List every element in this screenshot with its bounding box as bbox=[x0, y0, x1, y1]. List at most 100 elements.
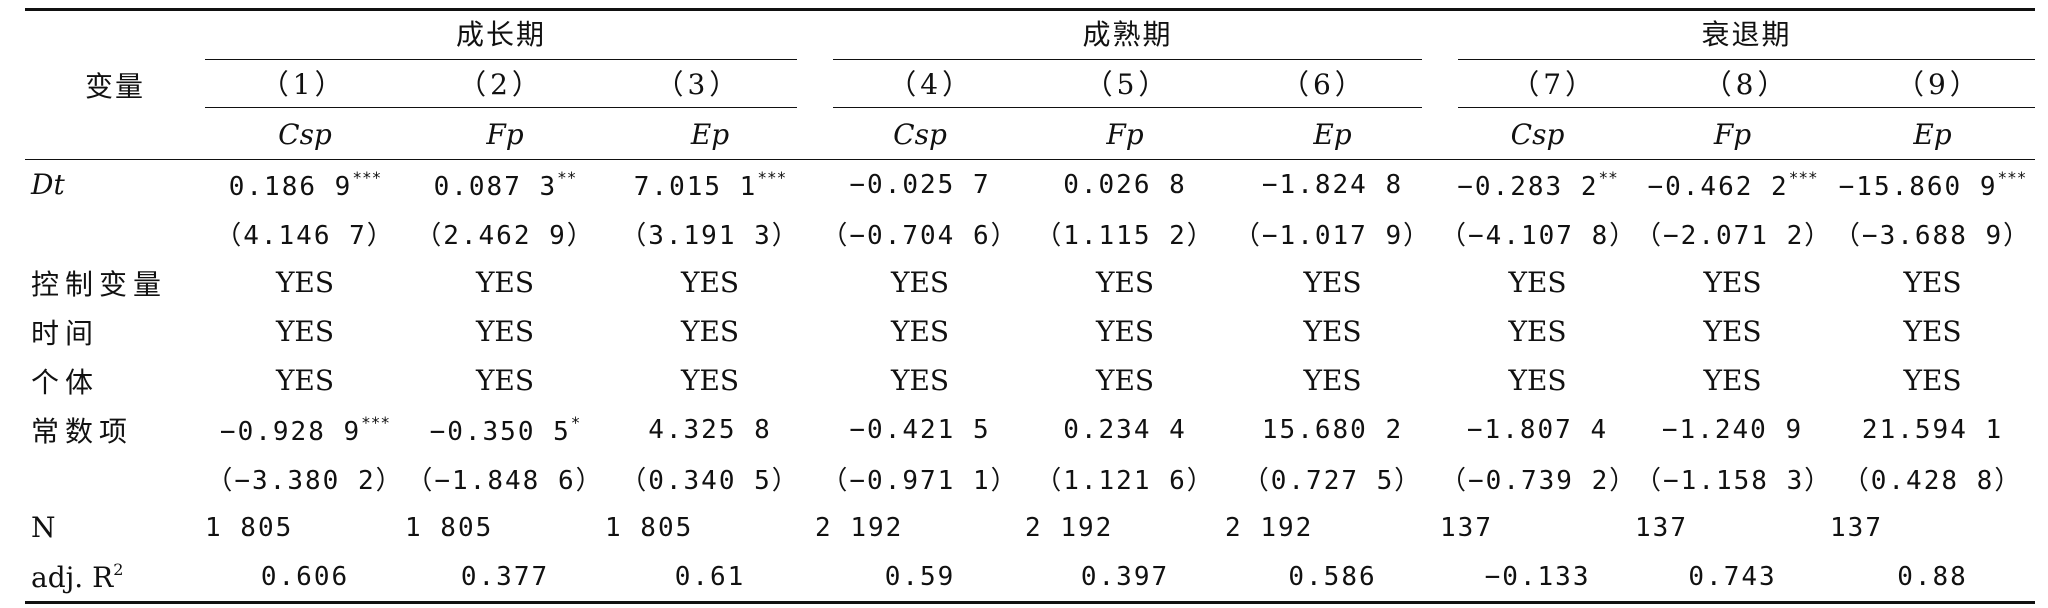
dt-coef-9: −15.860 9*** bbox=[1838, 167, 2027, 202]
constant-coef-5: 0.234 4 bbox=[1063, 414, 1187, 445]
adjr2-1: 0.606 bbox=[205, 552, 405, 604]
n-1: 1 805 bbox=[205, 512, 294, 543]
adjr2-4: 0.59 bbox=[815, 552, 1026, 604]
time-6: YES bbox=[1303, 315, 1362, 348]
regression-table: 变量 成长期 成熟期 衰退期 （1） （2） （3） （4） （5） （6） bbox=[25, 8, 2036, 604]
row-constant-coef: 常数项 −0.928 9*** −0.350 5* 4.325 8 −0.421… bbox=[25, 405, 2035, 454]
individual-8: YES bbox=[1703, 364, 1762, 397]
row-constant-t: （−3.380 2） （−1.848 6） （0.340 5） （−0.971 … bbox=[25, 454, 2035, 503]
controls-9: YES bbox=[1903, 266, 1962, 299]
depvar-5: Fp bbox=[1106, 118, 1144, 151]
row-label-controls: 控制变量 bbox=[31, 267, 168, 301]
period-decline-label: 衰退期 bbox=[1458, 13, 2036, 60]
constant-t-4: （−0.971 1） bbox=[821, 466, 1019, 496]
constant-t-9: （0.428 8） bbox=[1842, 466, 2023, 496]
regression-table-container: 变量 成长期 成熟期 衰退期 （1） （2） （3） （4） （5） （6） bbox=[25, 8, 2036, 604]
column-number-9: （9） bbox=[1895, 68, 1982, 101]
colnums-decline: （7） （8） （9） bbox=[1440, 61, 2036, 110]
time-3: YES bbox=[680, 315, 740, 348]
depvar-1: Csp bbox=[278, 118, 332, 151]
dt-t-2: （2.462 9） bbox=[415, 221, 595, 251]
constant-coef-8: −1.240 9 bbox=[1661, 414, 1804, 445]
constant-t-6: （0.727 5） bbox=[1242, 466, 1423, 496]
dt-coef-3: 7.015 1*** bbox=[633, 167, 787, 202]
depvar-3: Ep bbox=[690, 118, 730, 151]
dt-coef-5: 0.026 8 bbox=[1063, 169, 1187, 200]
header-row-depvars: Csp Fp Ep Csp Fp Ep Csp Fp Ep bbox=[25, 110, 2036, 160]
period-mature: 成熟期 bbox=[815, 8, 1441, 61]
period-mature-label: 成熟期 bbox=[833, 13, 1423, 60]
row-controls: 控制变量 YES YES YES YES YES YES YES YES YES bbox=[25, 258, 2035, 307]
individual-3: YES bbox=[680, 364, 740, 397]
column-number-8: （8） bbox=[1703, 68, 1790, 101]
dt-t-1: （4.146 7） bbox=[215, 221, 395, 251]
constant-t-7: （−0.739 2） bbox=[1440, 466, 1638, 496]
row-time: 时间 YES YES YES YES YES YES YES YES YES bbox=[25, 307, 2035, 356]
dt-coef-1: 0.186 9*** bbox=[228, 167, 382, 202]
individual-1: YES bbox=[275, 364, 335, 397]
adjr2-5: 0.397 bbox=[1025, 552, 1226, 604]
depvar-9: Ep bbox=[1913, 118, 1952, 151]
constant-t-5: （1.121 6） bbox=[1035, 466, 1215, 496]
constant-coef-2: −0.350 5* bbox=[429, 412, 581, 447]
n-6: 2 192 bbox=[1225, 512, 1314, 543]
individual-4: YES bbox=[890, 364, 950, 397]
dt-t-8: （−2.071 2） bbox=[1635, 221, 1833, 251]
individual-9: YES bbox=[1903, 364, 1962, 397]
dt-t-5: （1.115 2） bbox=[1035, 221, 1215, 251]
adjr2-9: 0.88 bbox=[1830, 552, 2036, 604]
n-8: 137 bbox=[1635, 512, 1688, 543]
column-number-1: （1） bbox=[260, 68, 347, 101]
colnums-mature: （4） （5） （6） bbox=[815, 61, 1440, 110]
row-label-n: N bbox=[31, 511, 56, 544]
individual-5: YES bbox=[1095, 364, 1155, 397]
adjr2-7: −0.133 bbox=[1440, 552, 1636, 604]
constant-t-8: （−1.158 3） bbox=[1635, 466, 1833, 496]
depvar-4: Csp bbox=[893, 118, 947, 151]
header-row-numbers: （1） （2） （3） （4） （5） （6） （7） （8） （9） bbox=[25, 61, 2036, 110]
row-n: N 1 805 1 805 1 805 2 192 2 192 2 192 13… bbox=[25, 503, 2035, 552]
row-dt-t: （4.146 7） （2.462 9） （3.191 3） （−0.704 6）… bbox=[25, 209, 2035, 258]
column-number-6: （6） bbox=[1280, 68, 1367, 101]
dt-t-6: （−1.017 9） bbox=[1233, 221, 1432, 251]
individual-6: YES bbox=[1303, 364, 1362, 397]
column-number-2: （2） bbox=[458, 68, 544, 101]
depvar-8: Fp bbox=[1713, 118, 1752, 151]
controls-3: YES bbox=[680, 266, 740, 299]
depvar-7: Csp bbox=[1510, 118, 1565, 151]
time-2: YES bbox=[475, 315, 535, 348]
adjr2-6: 0.586 bbox=[1225, 552, 1441, 604]
dt-coef-6: −1.824 8 bbox=[1261, 169, 1404, 200]
controls-4: YES bbox=[890, 266, 950, 299]
adjr2-8: 0.743 bbox=[1635, 552, 1831, 604]
constant-coef-6: 15.680 2 bbox=[1261, 414, 1404, 445]
controls-7: YES bbox=[1508, 266, 1567, 299]
row-label-time: 时间 bbox=[31, 316, 100, 350]
dt-coef-4: −0.025 7 bbox=[849, 169, 991, 200]
period-decline: 衰退期 bbox=[1440, 8, 2036, 61]
n-2: 1 805 bbox=[405, 512, 494, 543]
column-number-4: （4） bbox=[888, 68, 975, 101]
constant-coef-4: −0.421 5 bbox=[849, 414, 991, 445]
dt-t-7: （−4.107 8） bbox=[1440, 221, 1638, 251]
header-row-periods: 变量 成长期 成熟期 衰退期 bbox=[25, 8, 2036, 160]
constant-coef-9: 21.594 1 bbox=[1861, 414, 2004, 445]
dt-t-4: （−0.704 6） bbox=[821, 221, 1019, 251]
time-7: YES bbox=[1508, 315, 1567, 348]
row-label-constant: 常数项 bbox=[31, 414, 134, 448]
n-3: 1 805 bbox=[605, 512, 694, 543]
colnums-growth: （1） （2） （3） bbox=[205, 61, 815, 110]
time-8: YES bbox=[1703, 315, 1762, 348]
n-4: 2 192 bbox=[815, 512, 904, 543]
individual-7: YES bbox=[1508, 364, 1567, 397]
dt-t-9: （−3.688 9） bbox=[1833, 221, 2032, 251]
adjr2-3: 0.61 bbox=[605, 552, 816, 604]
row-individual: 个体 YES YES YES YES YES YES YES YES YES bbox=[25, 356, 2035, 405]
time-1: YES bbox=[275, 315, 335, 348]
dt-t-3: （3.191 3） bbox=[620, 221, 800, 251]
row-dt-coef: Dt 0.186 9*** 0.087 3** 7.015 1*** −0.02… bbox=[25, 159, 2036, 210]
row-adjr2: adj. R2 0.606 0.377 0.61 0.59 0.397 0.58… bbox=[25, 552, 2036, 604]
time-9: YES bbox=[1903, 315, 1962, 348]
dt-coef-8: −0.462 2*** bbox=[1647, 167, 1818, 202]
constant-coef-7: −1.807 4 bbox=[1466, 414, 1609, 445]
